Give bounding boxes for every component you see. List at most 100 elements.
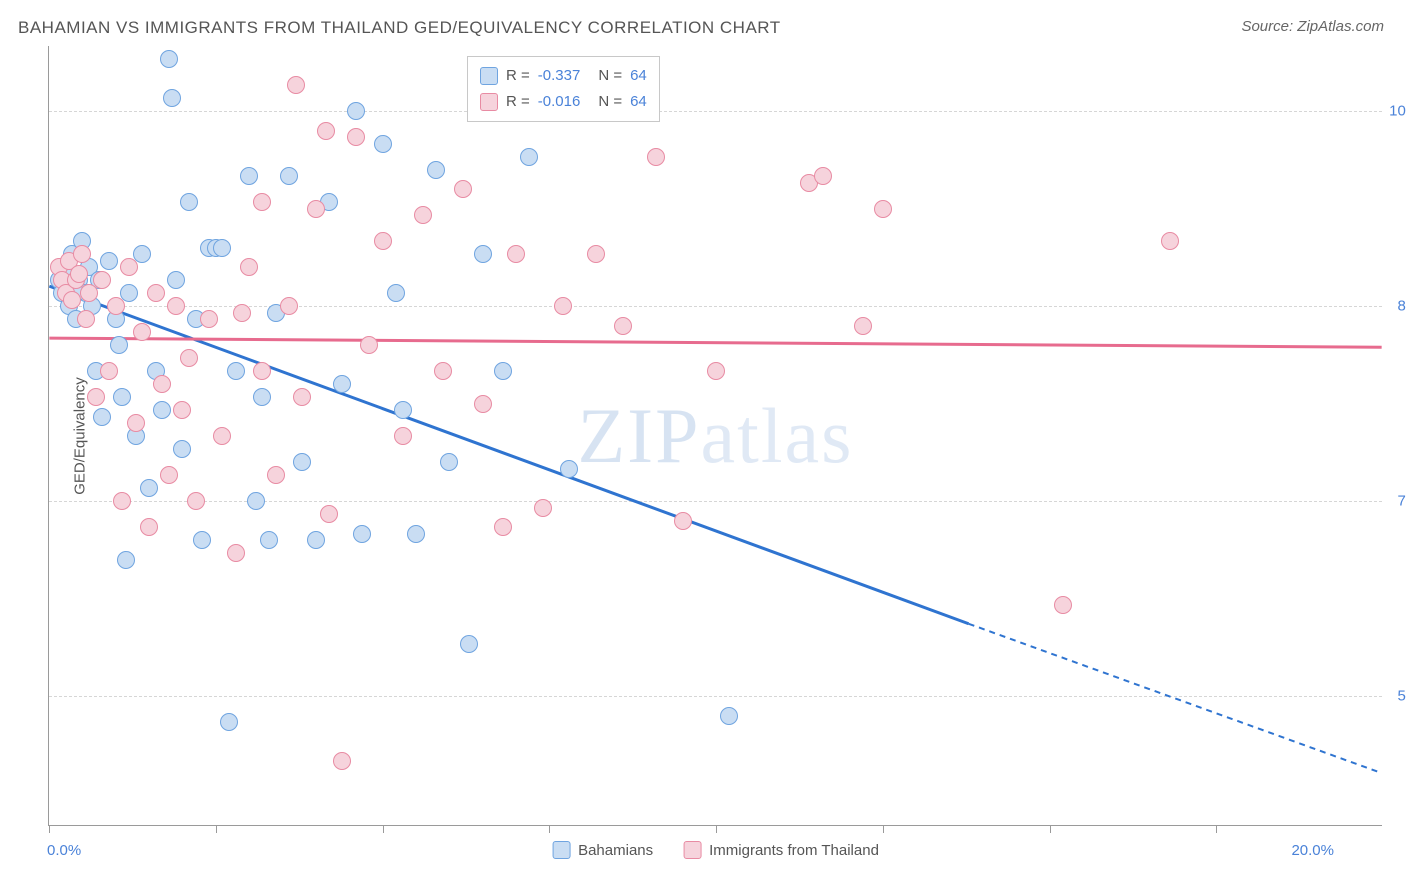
scatter-point	[100, 252, 118, 270]
scatter-point	[720, 707, 738, 725]
scatter-point	[253, 193, 271, 211]
scatter-point	[120, 284, 138, 302]
scatter-point	[347, 128, 365, 146]
legend-item-thailand: Immigrants from Thailand	[683, 841, 879, 859]
scatter-point	[80, 284, 98, 302]
x-axis-min-label: 0.0%	[47, 842, 81, 859]
scatter-point	[153, 375, 171, 393]
bottom-legend: Bahamians Immigrants from Thailand	[552, 841, 879, 859]
y-tick-label: 70.0%	[1388, 493, 1406, 510]
x-tick	[1050, 825, 1051, 833]
scatter-point	[93, 408, 111, 426]
swatch-bahamian	[552, 841, 570, 859]
plot-area: GED/Equivalency 55.0%70.0%85.0%100.0% ZI…	[48, 46, 1382, 826]
scatter-point	[77, 310, 95, 328]
scatter-point	[260, 531, 278, 549]
scatter-point	[247, 492, 265, 510]
scatter-point	[153, 401, 171, 419]
scatter-point	[874, 200, 892, 218]
scatter-point	[347, 102, 365, 120]
y-tick-label: 55.0%	[1388, 688, 1406, 705]
scatter-point	[147, 284, 165, 302]
scatter-point	[100, 362, 118, 380]
stat-r-label: R =	[506, 89, 530, 115]
scatter-point	[674, 512, 692, 530]
y-axis-title: GED/Equivalency	[71, 377, 88, 495]
scatter-point	[200, 310, 218, 328]
gridline	[49, 111, 1382, 112]
scatter-point	[253, 388, 271, 406]
scatter-point	[394, 401, 412, 419]
scatter-point	[707, 362, 725, 380]
scatter-point	[333, 375, 351, 393]
swatch-bahamian	[480, 67, 498, 85]
scatter-point	[167, 297, 185, 315]
scatter-point	[407, 525, 425, 543]
scatter-point	[113, 492, 131, 510]
scatter-point	[474, 245, 492, 263]
legend-label-thailand: Immigrants from Thailand	[709, 842, 879, 859]
watermark: ZIPatlas	[578, 391, 854, 481]
scatter-point	[554, 297, 572, 315]
scatter-point	[460, 635, 478, 653]
scatter-point	[180, 349, 198, 367]
scatter-point	[107, 297, 125, 315]
scatter-point	[160, 466, 178, 484]
scatter-point	[520, 148, 538, 166]
scatter-point	[120, 258, 138, 276]
x-tick	[883, 825, 884, 833]
scatter-point	[227, 544, 245, 562]
scatter-point	[293, 453, 311, 471]
x-tick	[383, 825, 384, 833]
trend-line-extrapolated	[969, 624, 1382, 773]
stats-row-thailand: R = -0.016 N = 64	[480, 89, 647, 115]
stat-n-value-bahamian: 64	[630, 63, 647, 89]
scatter-point	[317, 122, 335, 140]
scatter-point	[427, 161, 445, 179]
gridline	[49, 696, 1382, 697]
scatter-point	[374, 232, 392, 250]
x-axis-max-label: 20.0%	[1291, 842, 1334, 859]
scatter-point	[287, 76, 305, 94]
scatter-point	[647, 148, 665, 166]
scatter-point	[63, 291, 81, 309]
scatter-point	[110, 336, 128, 354]
scatter-point	[187, 492, 205, 510]
scatter-point	[440, 453, 458, 471]
scatter-point	[73, 245, 91, 263]
scatter-point	[560, 460, 578, 478]
scatter-point	[167, 271, 185, 289]
x-tick	[716, 825, 717, 833]
x-tick	[549, 825, 550, 833]
scatter-point	[253, 362, 271, 380]
scatter-point	[127, 414, 145, 432]
scatter-point	[133, 323, 151, 341]
scatter-point	[854, 317, 872, 335]
scatter-point	[240, 258, 258, 276]
scatter-point	[394, 427, 412, 445]
scatter-point	[293, 388, 311, 406]
scatter-point	[160, 50, 178, 68]
source-credit: Source: ZipAtlas.com	[1241, 18, 1384, 35]
scatter-point	[173, 440, 191, 458]
scatter-point	[1161, 232, 1179, 250]
scatter-point	[113, 388, 131, 406]
scatter-point	[213, 427, 231, 445]
swatch-thailand	[480, 93, 498, 111]
scatter-point	[87, 388, 105, 406]
x-tick	[1216, 825, 1217, 833]
stat-n-label: N =	[598, 89, 622, 115]
scatter-point	[814, 167, 832, 185]
scatter-point	[193, 531, 211, 549]
scatter-point	[93, 271, 111, 289]
scatter-point	[434, 362, 452, 380]
trend-line	[49, 338, 1381, 347]
scatter-point	[494, 362, 512, 380]
legend-label-bahamian: Bahamians	[578, 842, 653, 859]
x-tick	[216, 825, 217, 833]
scatter-point	[70, 265, 88, 283]
scatter-point	[507, 245, 525, 263]
scatter-point	[220, 713, 238, 731]
scatter-point	[307, 200, 325, 218]
stats-legend: R = -0.337 N = 64 R = -0.016 N = 64	[467, 56, 660, 122]
